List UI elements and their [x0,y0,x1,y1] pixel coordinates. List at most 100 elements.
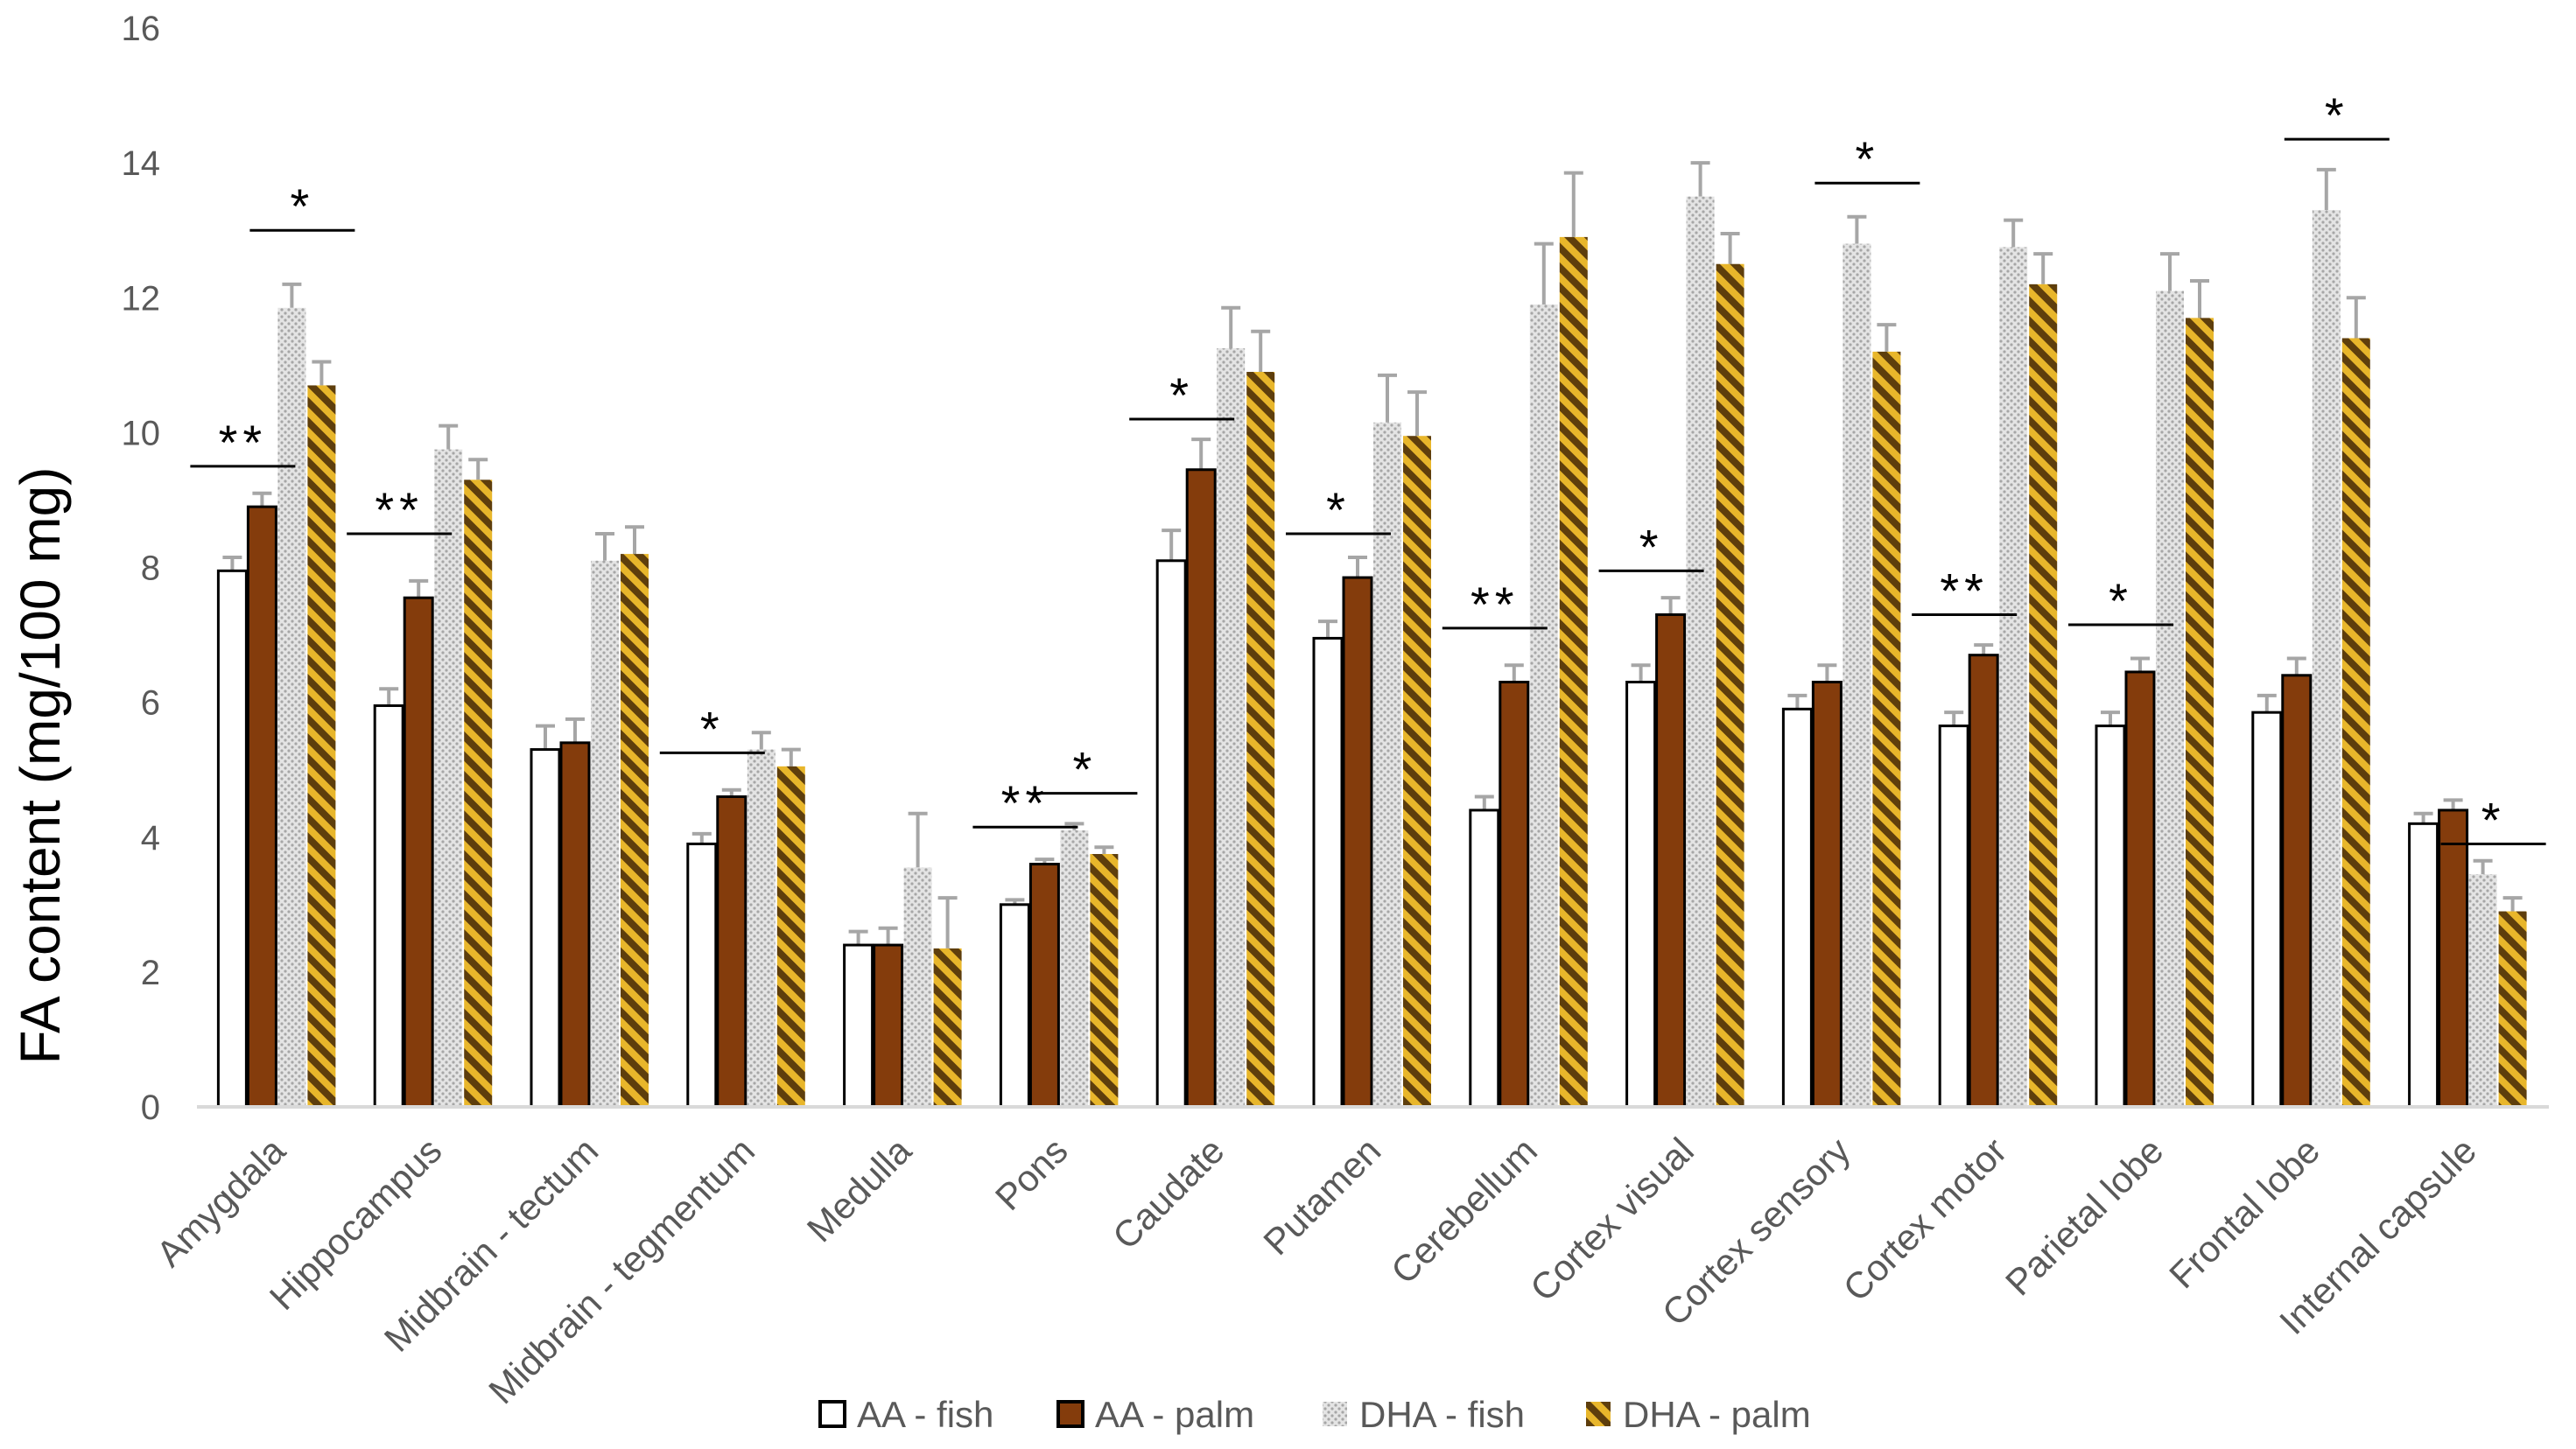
legend-label: AA - fish [857,1394,993,1435]
bar-aa-fish [1155,559,1187,1109]
bar-dha-fish [1217,348,1246,1107]
bar-dha-palm [933,948,962,1107]
y-axis-label: FA content (mg/100 mg) [9,467,72,1065]
bar-dha-fish [2468,874,2497,1107]
significance-markers: ***************** *** [190,88,2546,847]
category-label: Caudate [1105,1130,1232,1257]
bar-aa-fish [216,569,248,1109]
bar-dha-fish [747,749,776,1107]
bar-dha-palm [307,385,336,1107]
category-label: Midbrain - tegmentum [481,1130,762,1411]
bar-aa-fish [1938,724,1969,1109]
bars-group [216,161,2527,1109]
bar-aa-fish [843,943,874,1109]
legend-label: DHA - palm [1623,1394,1811,1435]
category-label: Pons [987,1130,1076,1218]
bar-dha-palm [776,766,805,1107]
significance-label: ** [219,415,268,470]
bar-dha-fish [2156,290,2184,1107]
legend-label: AA - palm [1095,1394,1254,1435]
bar-dha-fish [277,307,306,1107]
bar-aa-fish [2095,724,2126,1109]
bar-aa-palm [1499,681,1530,1109]
bar-dha-palm [1246,372,1275,1107]
category-label: Medulla [799,1130,920,1250]
bar-aa-fish [686,842,718,1109]
legend-label: DHA - fish [1359,1394,1525,1435]
bar-dha-fish [1373,422,1401,1107]
bar-aa-fish [1781,707,1813,1109]
bar-dha-fish [903,867,932,1107]
category-label: Amygdala [148,1130,293,1275]
significance-label: * [1639,519,1664,574]
category-label: Cerebellum [1383,1130,1545,1292]
y-tick-label: 14 [122,144,161,183]
y-tick-label: 6 [141,684,160,723]
bar-aa-palm [716,795,748,1109]
bar-dha-fish [1999,247,2028,1107]
category-label: Frontal lobe [2161,1130,2327,1296]
y-tick-label: 12 [122,279,161,318]
significance-label: ** [1470,577,1520,632]
bar-dha-fish [591,560,619,1107]
bar-dha-fish [1529,304,1558,1107]
significance-label: * [1169,368,1194,423]
significance-label: * [2109,573,2133,628]
legend-swatch [1323,1402,1347,1426]
bar-aa-palm [559,741,591,1109]
bar-aa-palm [2438,808,2469,1109]
bar-dha-palm [1090,854,1119,1107]
bar-aa-palm [873,943,904,1109]
bar-aa-palm [403,596,434,1109]
significance-label: * [291,178,315,234]
significance-label: * [1073,742,1098,797]
bar-dha-palm [2498,911,2527,1107]
bar-dha-fish [1060,830,1089,1107]
bar-aa-palm [2124,670,2156,1109]
significance-label: * [1856,131,1880,186]
y-tick-label: 2 [141,954,160,992]
y-tick-label: 16 [122,10,161,48]
bar-aa-palm [1342,576,1373,1109]
y-tick-label: 0 [141,1088,160,1127]
y-tick-label: 10 [122,414,161,452]
y-tick-label: 8 [141,550,160,588]
significance-label: * [2481,792,2506,847]
bar-aa-fish [373,704,404,1109]
bar-dha-palm [1559,236,1588,1107]
bar-aa-fish [530,748,561,1109]
bar-aa-fish [999,903,1030,1109]
bar-dha-palm [1403,436,1431,1107]
bar-aa-fish [1312,636,1344,1109]
bar-aa-fish [1469,808,1500,1109]
bar-dha-palm [1716,263,1744,1107]
bar-dha-palm [1872,351,1901,1107]
bar-dha-fish [1686,196,1715,1107]
bar-aa-palm [1028,863,1060,1109]
bar-aa-palm [1655,612,1687,1109]
legend-swatch [1056,1400,1084,1428]
bar-dha-fish [1843,243,1871,1108]
significance-label: ** [375,482,424,537]
bar-aa-palm [246,505,277,1109]
bar-dha-palm [2029,284,2058,1107]
significance-label: ** [1001,775,1050,830]
bar-aa-fish [2408,822,2439,1109]
bar-aa-palm [1185,468,1217,1109]
y-tick-label: 4 [141,819,160,858]
category-label: Putamen [1255,1130,1388,1263]
significance-label: * [700,701,725,756]
category-label: Parietal lobe [1997,1130,2171,1303]
bar-dha-fish [434,449,463,1107]
significance-label: ** [1940,563,1989,618]
significance-label: * [2325,88,2349,143]
bar-aa-palm [1811,681,1843,1109]
bar-dha-palm [2186,318,2214,1107]
legend-swatch [1586,1402,1611,1426]
significance-label: * [1326,482,1351,537]
category-label: Cortex visual [1522,1130,1702,1309]
y-axis: 0 2 4 6 8 10 12 14 16 [122,10,161,1127]
bar-aa-fish [2251,710,2283,1109]
